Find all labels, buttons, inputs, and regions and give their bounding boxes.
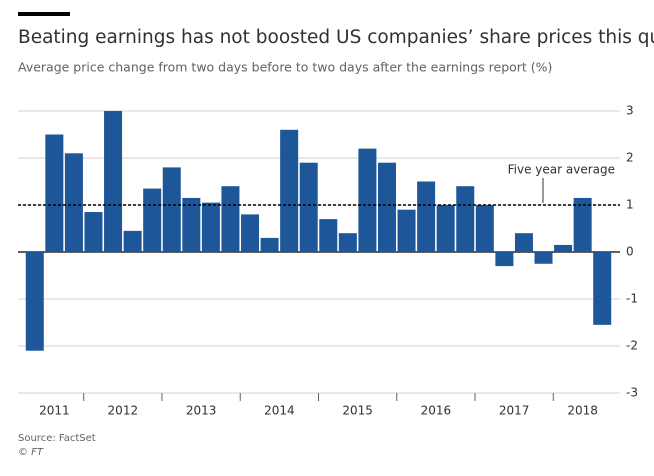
bar xyxy=(64,153,83,252)
bar xyxy=(534,252,553,264)
bar xyxy=(221,186,240,252)
annotation: Five year average xyxy=(508,163,615,177)
bar xyxy=(45,134,64,252)
bar xyxy=(554,244,573,252)
y-tick-label: 1 xyxy=(626,198,634,212)
bar xyxy=(25,252,44,351)
bar xyxy=(280,129,299,252)
bar xyxy=(182,197,201,252)
bar xyxy=(319,219,338,252)
bar xyxy=(143,188,162,252)
bar xyxy=(475,205,494,252)
bar xyxy=(241,214,260,252)
bar xyxy=(397,209,416,252)
bar xyxy=(162,167,181,252)
bar xyxy=(299,162,318,252)
x-tick-label: 2011 xyxy=(39,404,70,418)
x-tick-label: 2015 xyxy=(342,404,373,418)
bar xyxy=(123,230,142,252)
x-tick-label: 2018 xyxy=(567,404,598,418)
bar xyxy=(456,186,475,252)
bar xyxy=(593,252,612,325)
bar xyxy=(358,148,377,252)
bar xyxy=(377,162,396,252)
y-tick-label: -1 xyxy=(626,292,638,306)
x-tick-label: 2017 xyxy=(499,404,530,418)
y-tick-label: 2 xyxy=(626,151,634,165)
x-tick-label: 2014 xyxy=(264,404,295,418)
bar xyxy=(201,202,220,252)
source: Source: FactSet xyxy=(18,433,96,444)
bar xyxy=(338,233,357,252)
chart-subtitle: Average price change from two days befor… xyxy=(18,60,552,75)
bar xyxy=(104,111,123,252)
bar xyxy=(260,237,279,252)
bar xyxy=(84,212,103,252)
brand-bar xyxy=(18,12,70,16)
bar xyxy=(573,197,592,252)
bar xyxy=(514,233,533,252)
x-tick-label: 2013 xyxy=(186,404,217,418)
x-tick-label: 2016 xyxy=(421,404,452,418)
bar xyxy=(495,252,514,267)
bar xyxy=(436,205,455,252)
chart-title: Beating earnings has not boosted US comp… xyxy=(18,27,654,48)
credit: © FT xyxy=(18,447,44,458)
x-tick-label: 2012 xyxy=(108,404,139,418)
y-tick-label: -3 xyxy=(626,386,638,400)
y-tick-label: 0 xyxy=(626,245,634,259)
y-tick-label: -2 xyxy=(626,339,638,353)
bar xyxy=(417,181,436,252)
y-tick-label: 3 xyxy=(626,104,634,118)
